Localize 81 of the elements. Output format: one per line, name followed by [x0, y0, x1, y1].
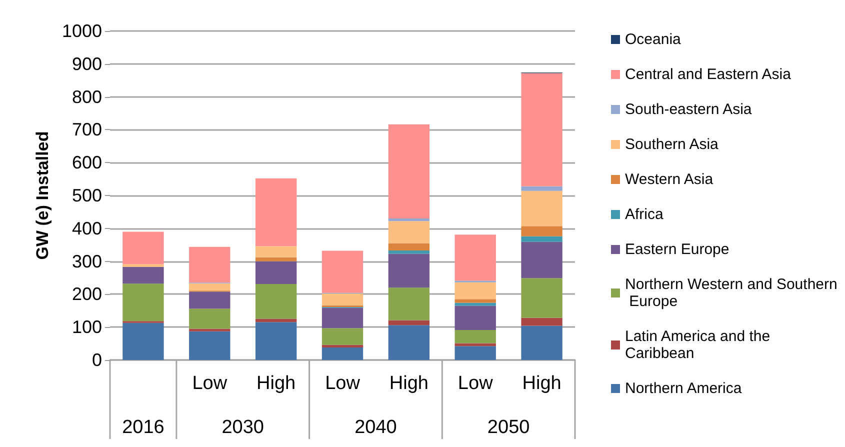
bar — [189, 328, 230, 332]
bar — [255, 284, 297, 319]
bar — [322, 250, 364, 293]
bar — [521, 236, 562, 242]
bar — [454, 343, 496, 346]
bar — [255, 322, 297, 360]
bar — [189, 308, 230, 329]
bar — [388, 243, 430, 250]
bar — [189, 292, 230, 309]
bar — [122, 284, 164, 322]
legend-label: Central and Eastern Asia — [625, 66, 792, 83]
bar — [322, 294, 364, 306]
y-axis-title: GW (e) Installed — [33, 131, 52, 260]
legend-label: Western Asia — [625, 171, 714, 188]
bar — [189, 331, 230, 360]
x-tick-label: Low — [458, 373, 494, 394]
bar — [454, 299, 496, 303]
legend-label: Northern America — [625, 380, 742, 397]
text: 2030 — [222, 417, 264, 438]
y-tick-label: 400 — [72, 218, 102, 238]
bar — [454, 346, 496, 360]
bar — [454, 234, 496, 281]
y-tick-label: 700 — [72, 120, 102, 140]
y-tick-label: 800 — [72, 86, 102, 107]
legend-label: Eastern Europe — [625, 241, 730, 258]
y-tick-label: 900 — [72, 54, 102, 74]
bar — [388, 221, 430, 244]
y-tick-label: 500 — [72, 186, 102, 206]
legend-label: Oceania — [625, 31, 682, 48]
x-tick-label: High — [256, 373, 296, 394]
y-tick-label: 1000 — [62, 21, 102, 41]
bar — [122, 266, 164, 284]
legend-label: Northern Western and Southern Europe — [625, 276, 838, 310]
text: 2016 — [122, 417, 164, 438]
bar — [388, 288, 430, 320]
bar — [521, 186, 562, 191]
bar — [322, 348, 364, 360]
bar — [454, 282, 496, 300]
bar — [454, 306, 496, 330]
bar — [255, 318, 297, 322]
bar — [388, 124, 430, 219]
legend-label: South-eastern Asia — [625, 101, 752, 118]
bar — [255, 261, 297, 284]
bar — [189, 283, 230, 291]
bar — [322, 328, 364, 345]
legend-label: Latin America and the Caribbean — [625, 328, 774, 362]
y-tick-label: 0 — [92, 350, 102, 370]
legend-label: Southern Asia — [625, 136, 720, 153]
bar — [521, 242, 562, 278]
bar — [388, 250, 430, 254]
bar — [388, 320, 430, 326]
bar — [322, 308, 364, 328]
bar — [122, 264, 164, 267]
bar — [521, 226, 562, 236]
x-tick-label: High — [389, 373, 428, 394]
text: 2050 — [487, 417, 530, 438]
bar — [521, 278, 562, 318]
bar — [122, 322, 164, 360]
y-tick-label: 200 — [72, 284, 102, 304]
x-tick-label: Low — [325, 373, 360, 394]
bar — [521, 73, 562, 186]
bar — [255, 246, 297, 258]
bar — [454, 330, 496, 344]
bar — [388, 325, 430, 360]
bar — [255, 257, 297, 262]
bar — [521, 318, 562, 326]
bar — [322, 344, 364, 348]
bar — [388, 218, 430, 222]
y-tick-label: 100 — [72, 317, 102, 338]
x-tick-label: Low — [192, 373, 228, 394]
legend-label: Africa — [625, 206, 664, 223]
bar — [521, 190, 562, 226]
y-tick-label: 300 — [72, 251, 102, 272]
bar — [521, 326, 562, 360]
y-tick-label: 600 — [72, 152, 102, 173]
bar — [189, 246, 230, 283]
text: 2040 — [354, 417, 397, 438]
bar — [388, 254, 430, 288]
bar — [255, 178, 297, 246]
x-tick-label: High — [522, 373, 562, 394]
bar — [122, 232, 164, 264]
